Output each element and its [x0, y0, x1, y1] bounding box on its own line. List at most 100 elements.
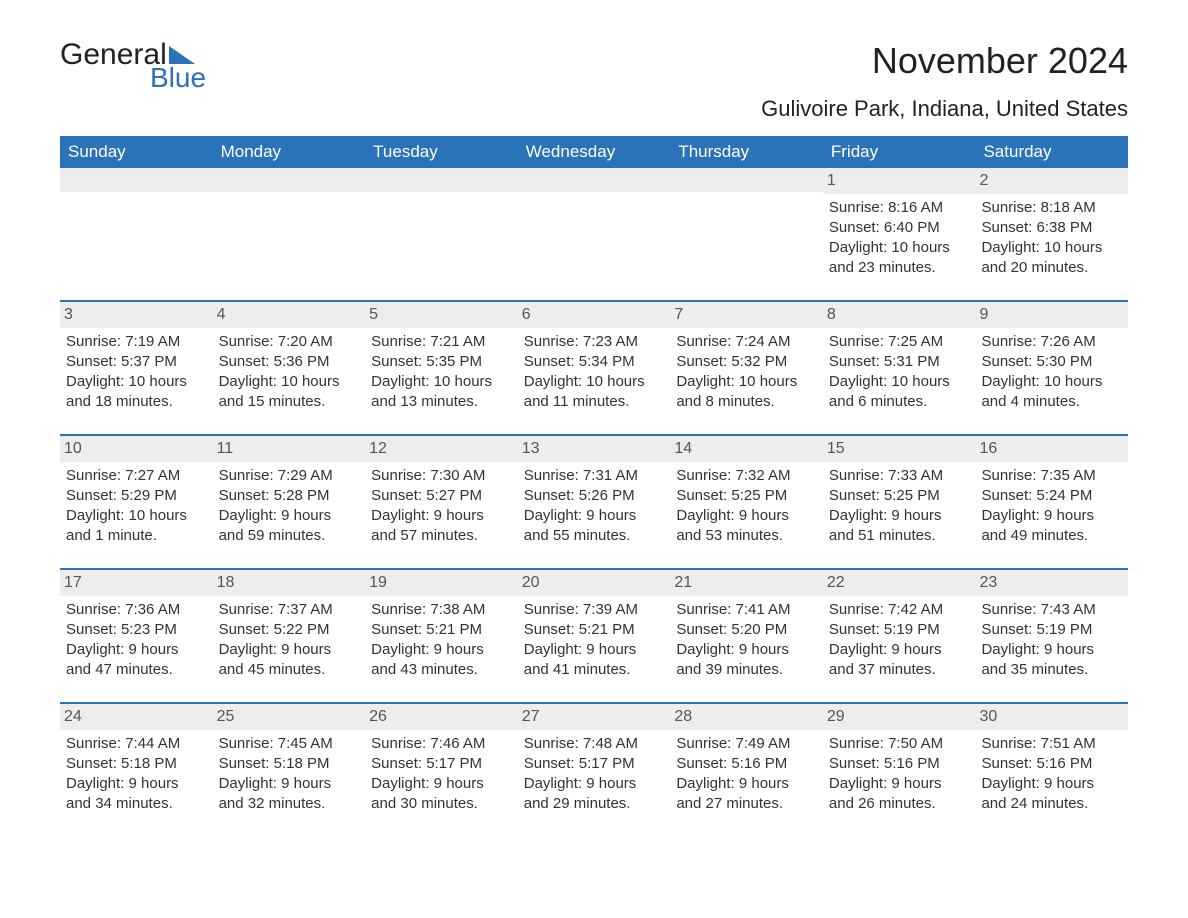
sunrise-text: Sunrise: 7:41 AM [676, 600, 817, 620]
week-row: 1Sunrise: 8:16 AMSunset: 6:40 PMDaylight… [60, 168, 1128, 298]
sunrise-text: Sunrise: 7:49 AM [676, 734, 817, 754]
daylight-text: Daylight: 10 hours and 11 minutes. [524, 372, 665, 413]
daylight-text: Daylight: 10 hours and 15 minutes. [219, 372, 360, 413]
sunrise-text: Sunrise: 7:36 AM [66, 600, 207, 620]
day-number: 20 [518, 570, 671, 596]
day-number: 15 [823, 436, 976, 462]
sunrise-text: Sunrise: 7:44 AM [66, 734, 207, 754]
sunrise-text: Sunrise: 7:37 AM [219, 600, 360, 620]
day-cell [213, 168, 366, 298]
day-cell: 25Sunrise: 7:45 AMSunset: 5:18 PMDayligh… [213, 704, 366, 834]
day-number: 7 [670, 302, 823, 328]
day-cell: 4 Sunrise: 7:20 AMSunset: 5:36 PMDaylight… [213, 302, 366, 432]
weekday-header: Saturday [975, 136, 1128, 168]
month-title: November 2024 [761, 40, 1128, 82]
day-cell: 29Sunrise: 7:50 AMSunset: 5:16 PMDayligh… [823, 704, 976, 834]
day-number: 19 [365, 570, 518, 596]
day-number: 30 [975, 704, 1128, 730]
day-cell: 11Sunrise: 7:29 AMSunset: 5:28 PMDayligh… [213, 436, 366, 566]
sunset-text: Sunset: 5:17 PM [524, 754, 665, 774]
day-number: 29 [823, 704, 976, 730]
day-cell: 5 Sunrise: 7:21 AMSunset: 5:35 PMDaylight… [365, 302, 518, 432]
sunset-text: Sunset: 5:27 PM [371, 486, 512, 506]
daylight-text: Daylight: 9 hours and 55 minutes. [524, 506, 665, 547]
day-cell: 27Sunrise: 7:48 AMSunset: 5:17 PMDayligh… [518, 704, 671, 834]
day-cell: 7Sunrise: 7:24 AMSunset: 5:32 PMDaylight… [670, 302, 823, 432]
sunset-text: Sunset: 5:19 PM [829, 620, 970, 640]
sunset-text: Sunset: 5:18 PM [219, 754, 360, 774]
day-number: 3 [60, 302, 213, 328]
sunrise-text: Sunrise: 7:42 AM [829, 600, 970, 620]
daylight-text: Daylight: 10 hours and 20 minutes. [981, 238, 1122, 279]
sunset-text: Sunset: 5:16 PM [829, 754, 970, 774]
day-number [518, 168, 671, 192]
day-cell: 10Sunrise: 7:27 AMSunset: 5:29 PMDayligh… [60, 436, 213, 566]
daylight-text: Daylight: 10 hours and 1 minute. [66, 506, 207, 547]
daylight-text: Daylight: 9 hours and 35 minutes. [981, 640, 1122, 681]
daylight-text: Daylight: 9 hours and 49 minutes. [981, 506, 1122, 547]
weekday-header: Friday [823, 136, 976, 168]
sunset-text: Sunset: 5:37 PM [66, 352, 207, 372]
calendar: SundayMondayTuesdayWednesdayThursdayFrid… [60, 136, 1128, 834]
sunset-text: Sunset: 5:20 PM [676, 620, 817, 640]
day-number: 18 [213, 570, 366, 596]
sunset-text: Sunset: 5:32 PM [676, 352, 817, 372]
daylight-text: Daylight: 9 hours and 27 minutes. [676, 774, 817, 815]
sunset-text: Sunset: 5:29 PM [66, 486, 207, 506]
title-block: November 2024 Gulivoire Park, Indiana, U… [761, 40, 1128, 122]
day-number: 27 [518, 704, 671, 730]
weekday-header-row: SundayMondayTuesdayWednesdayThursdayFrid… [60, 136, 1128, 168]
sunset-text: Sunset: 5:28 PM [219, 486, 360, 506]
daylight-text: Daylight: 9 hours and 53 minutes. [676, 506, 817, 547]
daylight-text: Daylight: 10 hours and 8 minutes. [676, 372, 817, 413]
sunset-text: Sunset: 5:16 PM [676, 754, 817, 774]
sunrise-text: Sunrise: 7:38 AM [371, 600, 512, 620]
daylight-text: Daylight: 9 hours and 37 minutes. [829, 640, 970, 681]
sunrise-text: Sunrise: 7:23 AM [524, 332, 665, 352]
sunset-text: Sunset: 5:36 PM [219, 352, 360, 372]
daylight-text: Daylight: 9 hours and 45 minutes. [219, 640, 360, 681]
day-cell: 13Sunrise: 7:31 AMSunset: 5:26 PMDayligh… [518, 436, 671, 566]
day-number: 22 [823, 570, 976, 596]
day-cell: 17Sunrise: 7:36 AMSunset: 5:23 PMDayligh… [60, 570, 213, 700]
day-number [670, 168, 823, 192]
day-number: 5 [365, 302, 518, 328]
sunset-text: Sunset: 5:35 PM [371, 352, 512, 372]
day-cell: 18 Sunrise: 7:37 AMSunset: 5:22 PMDayligh… [213, 570, 366, 700]
daylight-text: Daylight: 10 hours and 23 minutes. [829, 238, 970, 279]
daylight-text: Daylight: 10 hours and 18 minutes. [66, 372, 207, 413]
sunrise-text: Sunrise: 7:39 AM [524, 600, 665, 620]
sunrise-text: Sunrise: 7:19 AM [66, 332, 207, 352]
sunrise-text: Sunrise: 7:21 AM [371, 332, 512, 352]
sunrise-text: Sunrise: 8:18 AM [981, 198, 1122, 218]
sunset-text: Sunset: 5:22 PM [219, 620, 360, 640]
day-cell: 12Sunrise: 7:30 AMSunset: 5:27 PMDayligh… [365, 436, 518, 566]
day-number: 10 [60, 436, 213, 462]
daylight-text: Daylight: 9 hours and 32 minutes. [219, 774, 360, 815]
day-number: 4 [213, 302, 366, 328]
sunrise-text: Sunrise: 7:25 AM [829, 332, 970, 352]
daylight-text: Daylight: 10 hours and 13 minutes. [371, 372, 512, 413]
day-cell: 3 Sunrise: 7:19 AMSunset: 5:37 PMDaylight… [60, 302, 213, 432]
sunrise-text: Sunrise: 7:35 AM [981, 466, 1122, 486]
daylight-text: Daylight: 9 hours and 43 minutes. [371, 640, 512, 681]
weekday-header: Sunday [60, 136, 213, 168]
sunrise-text: Sunrise: 7:20 AM [219, 332, 360, 352]
sunrise-text: Sunrise: 7:33 AM [829, 466, 970, 486]
week-row: 3Sunrise: 7:19 AMSunset: 5:37 PMDaylight… [60, 300, 1128, 432]
sunset-text: Sunset: 5:31 PM [829, 352, 970, 372]
daylight-text: Daylight: 9 hours and 51 minutes. [829, 506, 970, 547]
day-number: 14 [670, 436, 823, 462]
daylight-text: Daylight: 9 hours and 34 minutes. [66, 774, 207, 815]
day-number: 23 [975, 570, 1128, 596]
day-number: 9 [975, 302, 1128, 328]
sunrise-text: Sunrise: 7:26 AM [981, 332, 1122, 352]
daylight-text: Daylight: 9 hours and 59 minutes. [219, 506, 360, 547]
sunrise-text: Sunrise: 8:16 AM [829, 198, 970, 218]
day-cell: 21Sunrise: 7:41 AMSunset: 5:20 PMDayligh… [670, 570, 823, 700]
sunrise-text: Sunrise: 7:32 AM [676, 466, 817, 486]
day-number: 24 [60, 704, 213, 730]
day-cell: 15Sunrise: 7:33 AMSunset: 5:25 PMDayligh… [823, 436, 976, 566]
daylight-text: Daylight: 9 hours and 26 minutes. [829, 774, 970, 815]
day-cell: 6Sunrise: 7:23 AMSunset: 5:34 PMDaylight… [518, 302, 671, 432]
